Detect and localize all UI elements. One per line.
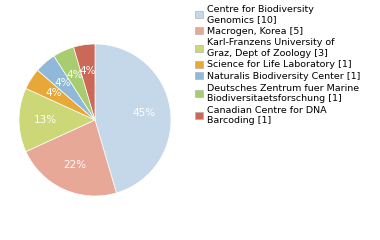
Text: 4%: 4%: [80, 66, 96, 76]
Wedge shape: [74, 44, 95, 120]
Wedge shape: [26, 70, 95, 120]
Wedge shape: [38, 56, 95, 120]
Text: 45%: 45%: [132, 108, 155, 118]
Text: 13%: 13%: [34, 115, 57, 125]
Wedge shape: [54, 47, 95, 120]
Wedge shape: [26, 120, 116, 196]
Text: 4%: 4%: [45, 88, 62, 98]
Wedge shape: [19, 88, 95, 152]
Text: 4%: 4%: [66, 70, 83, 80]
Text: 4%: 4%: [54, 78, 71, 88]
Wedge shape: [95, 44, 171, 193]
Text: 22%: 22%: [63, 160, 86, 170]
Legend: Centre for Biodiversity
Genomics [10], Macrogen, Korea [5], Karl-Franzens Univer: Centre for Biodiversity Genomics [10], M…: [195, 5, 360, 125]
